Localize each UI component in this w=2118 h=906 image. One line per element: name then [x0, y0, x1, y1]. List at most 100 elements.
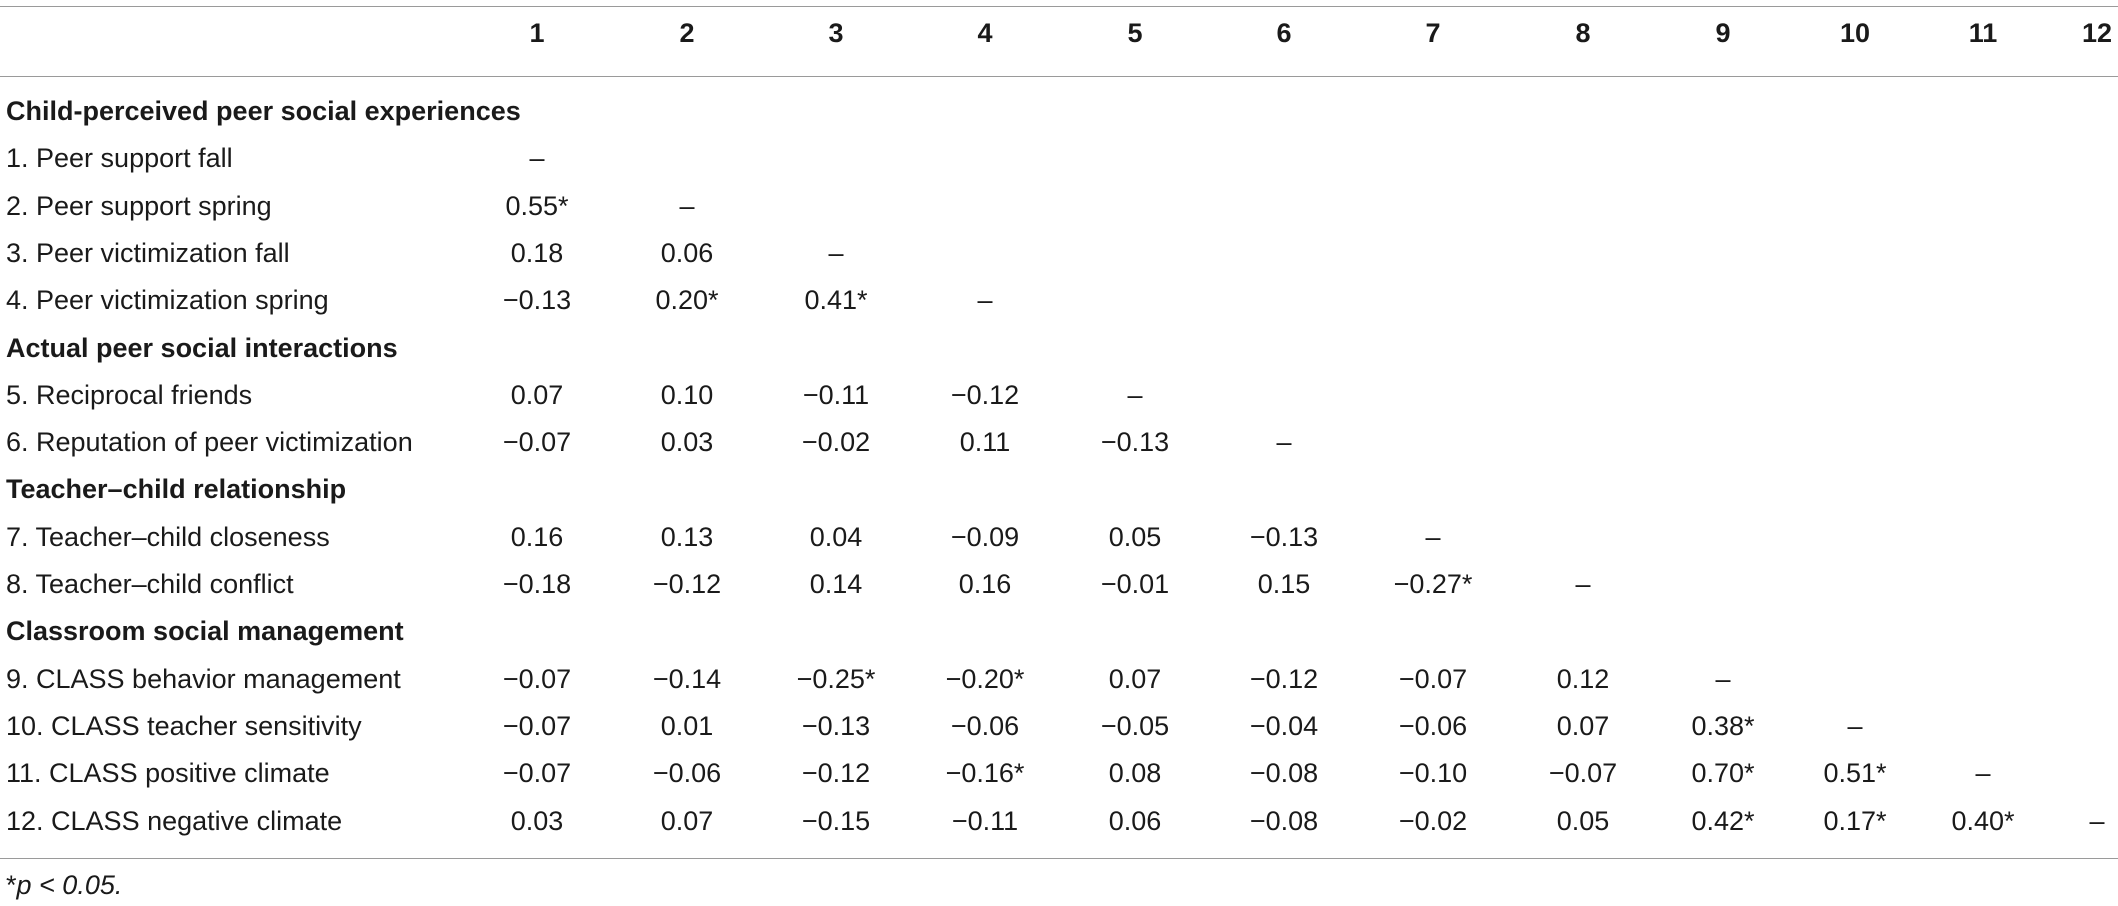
correlation-cell: – — [1975, 758, 1991, 789]
correlation-cell: 0.38* — [1691, 710, 1755, 741]
table-row: 9. CLASS behavior management −0.07 −0.14 −0… — [0, 656, 2118, 703]
correlation-cell: 0.07 — [1108, 663, 1162, 694]
correlation-cell: 0.06 — [1108, 805, 1162, 836]
correlation-cell: −0.25* — [796, 663, 876, 694]
table-row: 7. Teacher–child closeness 0.16 0.13 0.04 −0… — [0, 514, 2118, 561]
column-header-10: 10 — [1839, 18, 1871, 48]
variable-label: 10. CLASS teacher sensitivity — [6, 710, 362, 741]
correlation-cell: −0.16* — [945, 758, 1025, 789]
correlation-cell: 0.15 — [1257, 569, 1311, 599]
correlation-cell: −0.11 — [802, 379, 870, 410]
table-row: 12. CLASS negative climate 0.03 0.07 −0.15 −… — [0, 798, 2118, 845]
correlation-cell: −0.07 — [1548, 758, 1618, 789]
correlation-cell: −0.04 — [1249, 710, 1319, 741]
column-header-3: 3 — [828, 18, 844, 48]
variable-label: 12. CLASS negative climate — [6, 805, 343, 836]
correlation-cell: 0.51* — [1823, 758, 1887, 789]
section-label: Classroom social management — [6, 616, 404, 647]
correlation-cell: – — [1276, 427, 1292, 458]
correlation-cell: 0.16 — [510, 521, 564, 552]
correlation-cell: – — [1715, 663, 1731, 694]
correlation-cell: −0.02 — [1398, 805, 1468, 836]
correlation-cell: 0.17* — [1823, 805, 1887, 836]
correlation-cell: 0.14 — [809, 569, 863, 599]
correlation-cell: −0.09 — [950, 521, 1020, 552]
table-row: 2. Peer support spring 0.55* – — [0, 183, 2118, 230]
correlation-cell: −0.12 — [950, 379, 1020, 410]
table-row: 4. Peer victimization spring −0.13 0.20* 0.… — [0, 277, 2118, 324]
correlation-cell: 0.07 — [660, 805, 714, 836]
table-row: 8. Teacher–child conflict −0.18 −0.12 0.14 0… — [0, 561, 2118, 608]
correlation-cell: −0.12 — [1249, 663, 1319, 694]
correlation-cell: 0.04 — [809, 521, 863, 552]
correlation-cell: −0.08 — [1249, 805, 1319, 836]
correlation-cell: −0.10 — [1398, 758, 1468, 789]
correlation-cell: −0.13 — [1249, 521, 1319, 552]
correlation-cell: −0.12 — [652, 569, 722, 599]
correlation-cell: 0.05 — [1556, 805, 1610, 836]
column-header-9: 9 — [1715, 18, 1731, 48]
correlation-cell: 0.70* — [1691, 758, 1755, 789]
table-top-rule — [0, 6, 2118, 7]
correlation-cell: −0.02 — [801, 427, 871, 458]
table-row: 1. Peer support fall – — [0, 135, 2118, 182]
variable-label: 3. Peer victimization fall — [6, 237, 290, 268]
variable-label: 11. CLASS positive climate — [6, 758, 330, 789]
correlation-cell: 0.18 — [510, 237, 564, 268]
variable-label: 6. Reputation of peer victimization — [6, 427, 413, 458]
correlation-cell: 0.42* — [1691, 805, 1755, 836]
column-header-4: 4 — [977, 18, 993, 48]
correlation-cell: 0.40* — [1951, 805, 2015, 836]
correlation-cell: −0.14 — [652, 663, 722, 694]
correlation-cell: 0.07 — [510, 379, 564, 410]
correlation-cell: – — [1847, 710, 1863, 741]
table-footnote: *p < 0.05. — [6, 870, 123, 900]
correlation-cell: – — [1575, 569, 1591, 599]
correlation-cell: – — [529, 143, 545, 174]
table-row: 6. Reputation of peer victimization −0.07… — [0, 419, 2118, 466]
correlation-cell: – — [2089, 805, 2105, 836]
column-header-1: 1 — [529, 18, 545, 48]
column-header-7: 7 — [1425, 18, 1441, 48]
table-header-rule — [0, 76, 2118, 77]
column-header-5: 5 — [1127, 18, 1143, 48]
section-label: Child-perceived peer social experiences — [6, 96, 521, 126]
correlation-cell: −0.12 — [801, 758, 871, 789]
correlation-cell: 0.11 — [959, 427, 1011, 458]
correlation-cell: −0.07 — [502, 758, 572, 789]
correlation-cell: 0.01 — [660, 710, 714, 741]
correlation-cell: 0.03 — [510, 805, 564, 836]
column-header-2: 2 — [679, 18, 695, 48]
table-row: 11. CLASS positive climate −0.07 −0.06 −0.1… — [0, 750, 2118, 797]
correlation-cell: 0.20* — [655, 285, 719, 316]
correlation-cell: −0.11 — [951, 805, 1019, 836]
correlation-cell: −0.08 — [1249, 758, 1319, 789]
correlation-cell: – — [1425, 521, 1441, 552]
section-header-row: Actual peer social interactions — [0, 325, 2118, 372]
correlation-cell: −0.07 — [502, 663, 572, 694]
variable-label: 8. Teacher–child conflict — [6, 569, 294, 599]
correlation-cell: −0.06 — [652, 758, 722, 789]
correlation-cell: −0.13 — [502, 285, 572, 316]
correlation-cell: −0.13 — [801, 710, 871, 741]
correlation-cell: 0.08 — [1108, 758, 1162, 789]
correlation-cell: −0.27* — [1393, 569, 1473, 599]
correlation-cell: −0.07 — [502, 710, 572, 741]
table-row: 10. CLASS teacher sensitivity −0.07 0.01 −0… — [0, 703, 2118, 750]
column-header-6: 6 — [1276, 18, 1292, 48]
correlation-cell: 0.55* — [505, 190, 569, 221]
correlation-cell: 0.06 — [660, 237, 714, 268]
variable-label: 2. Peer support spring — [6, 190, 272, 221]
correlation-cell: −0.20* — [945, 663, 1025, 694]
section-header-row: Teacher–child relationship — [0, 466, 2118, 513]
correlation-cell: 0.07 — [1556, 710, 1610, 741]
correlation-cell: 0.10 — [660, 379, 714, 410]
table-row: 5. Reciprocal friends 0.07 0.10 −0.11 −0.12 – — [0, 372, 2118, 419]
correlation-cell: – — [977, 285, 993, 316]
correlation-cell: 0.03 — [660, 427, 714, 458]
correlation-cell: −0.06 — [950, 710, 1020, 741]
correlation-cell: −0.06 — [1398, 710, 1468, 741]
variable-label: 4. Peer victimization spring — [6, 285, 329, 316]
section-label: Actual peer social interactions — [6, 332, 398, 363]
table-row: 3. Peer victimization fall 0.18 0.06 – — [0, 230, 2118, 277]
